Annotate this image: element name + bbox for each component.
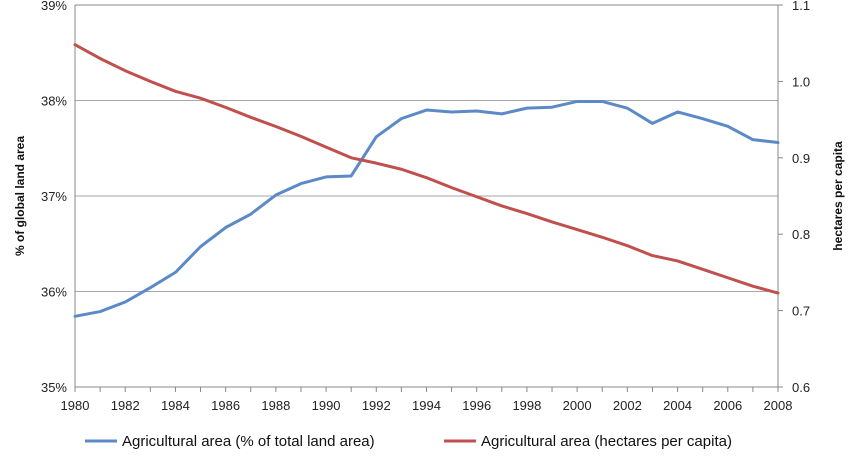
right-axis-tick-label: 1.0	[792, 74, 810, 89]
x-axis-tick-label: 2004	[663, 398, 692, 413]
x-axis-tick-label: 1984	[161, 398, 190, 413]
legend: Agricultural area (% of total land area)…	[85, 433, 732, 450]
left-axis-tick-label: 39%	[41, 0, 67, 13]
x-axis-tick-label: 1988	[261, 398, 290, 413]
right-axis-tick-label: 0.9	[792, 151, 810, 166]
x-axis-tick-label: 1982	[111, 398, 140, 413]
right-axis-tick-label: 1.1	[792, 0, 810, 13]
left-axis-tick-label: 36%	[41, 285, 67, 300]
right-axis-tick-label: 0.6	[792, 380, 810, 395]
left-axis-tick-label: 38%	[41, 94, 67, 109]
right-axis-ticks: 0.6 0.7 0.8 0.9 1.0 1.1	[778, 0, 810, 395]
gridlines	[75, 100, 778, 292]
right-axis-title: hectares per capita	[831, 141, 845, 251]
legend-label-series-2: Agricultural area (hectares per capita)	[481, 433, 732, 450]
x-axis-tick-label: 1996	[462, 398, 491, 413]
x-axis-tick-label: 1998	[512, 398, 541, 413]
left-axis-title: % of global land area	[13, 136, 27, 256]
x-axis-tick-label: 1994	[412, 398, 441, 413]
left-axis-tick-label: 37%	[41, 189, 67, 204]
left-axis-tick-label: 35%	[41, 380, 67, 395]
series-line-2	[73, 43, 780, 295]
left-axis-ticks: 35% 36% 37% 38% 39%	[41, 0, 67, 395]
x-axis-tick-label: 2000	[563, 398, 592, 413]
legend-label-series-1: Agricultural area (% of total land area)	[122, 433, 375, 450]
right-axis-tick-label: 0.8	[792, 227, 810, 242]
x-axis-tick-label: 2006	[713, 398, 742, 413]
x-axis-tick-label: 1986	[211, 398, 240, 413]
x-axis-tick-label: 1990	[312, 398, 341, 413]
x-axis-tick-label: 2008	[764, 398, 793, 413]
right-axis-tick-label: 0.7	[792, 304, 810, 319]
x-axis-ticks: 1980 1982 1984 1986 1988 1990 1992 1994 1996 1998…	[61, 387, 793, 413]
x-axis-tick-label: 1992	[362, 398, 391, 413]
series-lines	[73, 43, 780, 318]
series-line-1	[73, 99, 780, 318]
x-axis-tick-label: 2002	[613, 398, 642, 413]
x-axis-tick-label: 1980	[61, 398, 90, 413]
